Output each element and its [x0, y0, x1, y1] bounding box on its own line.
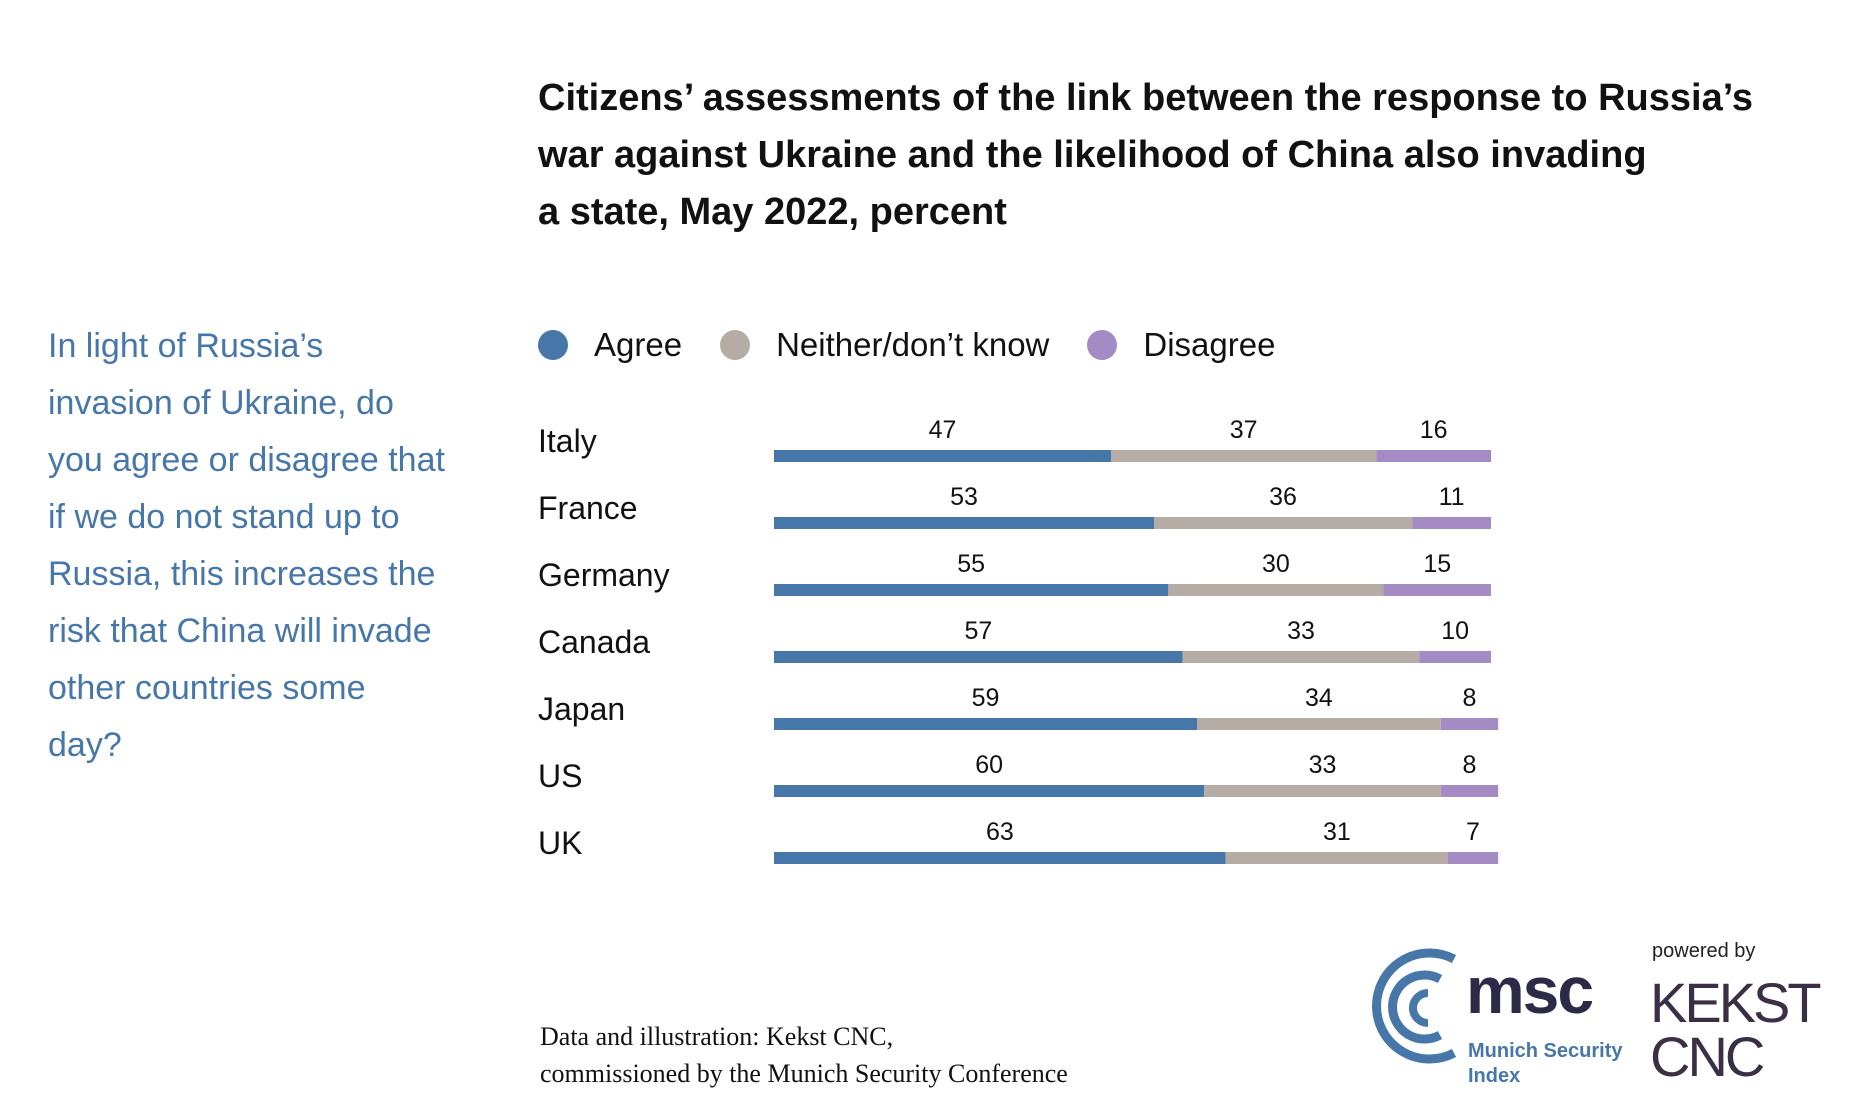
chart-title: Citizens’ assessments of the link betwee… — [538, 70, 1838, 241]
chart-title-line: a state, May 2022, percent — [538, 191, 1007, 233]
kekst-logo-line: CNC — [1650, 1025, 1765, 1088]
kekst-cnc-logo: KEKST CNC — [1650, 971, 1822, 1088]
bar-segment-agree — [774, 584, 1169, 596]
bar-segment-disagree — [1447, 852, 1499, 864]
bar-segment-agree — [774, 517, 1155, 529]
category-label: Germany — [538, 557, 670, 593]
bar-segment-agree — [774, 785, 1205, 797]
data-label-disagree: 11 — [1439, 483, 1465, 511]
bar-segment-disagree — [1440, 718, 1499, 730]
data-label-neither: 36 — [1269, 483, 1297, 511]
legend-swatch-neither — [720, 330, 751, 360]
legend-item-disagree: Disagree — [1087, 326, 1275, 364]
source-line: commissioned by the Munich Security Conf… — [540, 1059, 1068, 1088]
data-label-agree: 53 — [950, 483, 978, 511]
data-label-neither: 33 — [1309, 751, 1337, 779]
bar-segment-disagree — [1412, 517, 1491, 529]
category-label: Canada — [538, 624, 650, 660]
category-label: France — [538, 490, 638, 526]
data-label-disagree: 8 — [1463, 751, 1477, 779]
powered-by-label: powered by — [1652, 940, 1756, 962]
msc-arc-icon — [1372, 948, 1457, 1064]
data-label-neither: 31 — [1323, 818, 1351, 846]
kekst-logo-line: KEKST — [1650, 971, 1822, 1034]
source-note: Data and illustration: Kekst CNC, commis… — [540, 1018, 1068, 1092]
legend-swatch-disagree — [1087, 330, 1118, 360]
bar-segment-neither — [1225, 852, 1448, 864]
chart-title-line: Citizens’ assessments of the link betwee… — [538, 77, 1753, 119]
msc-subtitle-line: Munich Security — [1468, 1040, 1623, 1062]
msc-subtitle: Munich Security Index — [1468, 1039, 1622, 1089]
category-label: US — [538, 758, 582, 794]
bar-segment-disagree — [1440, 785, 1499, 797]
chart-title-line: war against Ukraine and the likelihood o… — [538, 134, 1647, 176]
legend-item-agree: Agree — [538, 326, 682, 364]
bar-segment-neither — [1197, 718, 1441, 730]
bar-segment-neither — [1154, 517, 1413, 529]
msc-subtitle-line: Index — [1468, 1065, 1521, 1087]
category-label: Italy — [538, 423, 597, 459]
bar-segment-disagree — [1383, 584, 1491, 596]
bar-segment-disagree — [1376, 450, 1491, 462]
data-label-agree: 55 — [957, 550, 985, 578]
legend-label-agree: Agree — [594, 326, 683, 363]
bar-segment-neither — [1204, 785, 1441, 797]
data-label-neither: 34 — [1305, 684, 1333, 712]
category-label: UK — [538, 825, 582, 861]
legend-swatch-agree — [538, 330, 568, 360]
bar-segment-agree — [774, 450, 1111, 462]
data-label-agree: 47 — [929, 416, 957, 444]
legend-label-disagree: Disagree — [1143, 326, 1276, 363]
data-label-neither: 33 — [1287, 617, 1315, 645]
data-label-agree: 63 — [986, 818, 1014, 846]
source-line: Data and illustration: Kekst CNC, — [540, 1022, 894, 1051]
data-label-neither: 30 — [1262, 550, 1290, 578]
data-label-disagree: 16 — [1420, 416, 1448, 444]
bar-segment-agree — [774, 852, 1226, 864]
bar-segment-neither — [1182, 651, 1420, 663]
legend-label-neither: Neither/don’t know — [776, 326, 1050, 363]
survey-question: In light of Russia’s invasion of Ukraine… — [48, 327, 445, 764]
bar-segment-neither — [1168, 584, 1384, 596]
data-label-agree: 59 — [972, 684, 1000, 712]
chart-legend: Agree Neither/don’t know Disagree — [538, 320, 1313, 370]
bar-segment-agree — [774, 718, 1198, 730]
data-label-neither: 37 — [1230, 416, 1258, 444]
bar-segment-disagree — [1419, 651, 1491, 663]
msc-wordmark: msc — [1466, 953, 1594, 1027]
data-label-disagree: 10 — [1441, 617, 1469, 645]
data-label-agree: 60 — [975, 751, 1003, 779]
msc-logo: msc Munich Security Index — [1370, 945, 1630, 1090]
data-label-disagree: 8 — [1463, 684, 1477, 712]
bar-segment-neither — [1110, 450, 1377, 462]
data-label-disagree: 15 — [1423, 550, 1451, 578]
category-label: Japan — [538, 691, 625, 727]
data-label-agree: 57 — [964, 617, 992, 645]
bar-segment-agree — [774, 651, 1183, 663]
data-label-disagree: 7 — [1466, 818, 1480, 846]
legend-item-neither: Neither/don’t know — [720, 326, 1049, 364]
